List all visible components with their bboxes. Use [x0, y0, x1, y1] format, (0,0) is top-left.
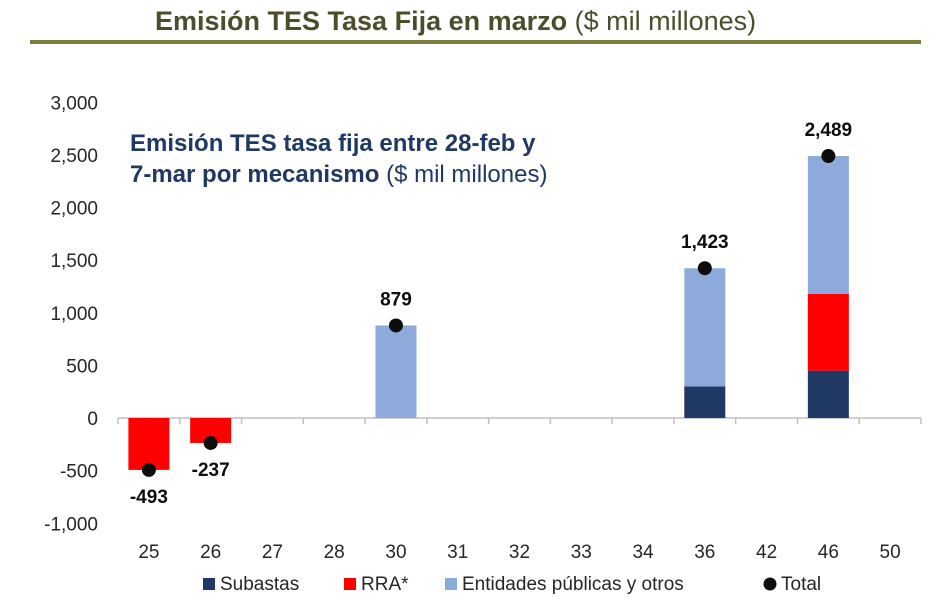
- page-title-unit: ($ mil millones): [574, 6, 757, 36]
- x-tick-label: 34: [632, 542, 654, 563]
- legend-swatch: [203, 578, 215, 590]
- y-tick-label: -500: [60, 462, 98, 483]
- legend-label: RRA*: [361, 574, 409, 595]
- x-tick-label: 27: [262, 542, 283, 563]
- bar-segment: [128, 418, 170, 470]
- total-data-label: 2,489: [805, 120, 853, 141]
- total-data-label: 879: [380, 289, 412, 310]
- legend-swatch: [344, 578, 356, 590]
- x-tick-label: 33: [571, 542, 592, 563]
- bar-segment: [807, 370, 849, 418]
- x-tick-label: 50: [880, 542, 901, 563]
- total-marker: [697, 261, 712, 276]
- chart-title: Emisión TES tasa fija entre 28-feb y 7-m…: [130, 128, 547, 190]
- bar-segment: [807, 293, 849, 371]
- bar-segment: [807, 156, 849, 294]
- legend-marker: [763, 577, 777, 591]
- x-tick-label: 25: [138, 542, 159, 563]
- x-tick-label: 42: [756, 542, 777, 563]
- chart-title-line1-text: Emisión TES tasa fija entre 28-feb y: [130, 130, 536, 157]
- bar-segment: [375, 325, 417, 418]
- total-data-label: 1,423: [681, 232, 729, 253]
- chart-title-line2-text: 7-mar por mecanismo: [130, 161, 380, 188]
- legend-label: Subastas: [220, 574, 299, 595]
- total-data-label: -237: [192, 460, 230, 481]
- page-title: Emisión TES Tasa Fija en marzo ($ mil mi…: [155, 6, 756, 37]
- y-tick-label: 2,500: [50, 146, 98, 167]
- x-tick-label: 31: [447, 542, 468, 563]
- y-tick-label: -1,000: [44, 514, 98, 535]
- total-data-label: -493: [130, 487, 168, 508]
- total-marker: [821, 149, 836, 164]
- bar-segment: [684, 268, 726, 387]
- y-tick-label: 500: [66, 356, 98, 377]
- x-tick-label: 30: [385, 542, 406, 563]
- y-tick-label: 1,500: [50, 251, 98, 272]
- legend-swatch: [445, 578, 457, 590]
- x-tick-label: 36: [694, 542, 715, 563]
- y-tick-label: 3,000: [50, 93, 98, 114]
- x-tick-label: 46: [818, 542, 839, 563]
- legend-label: Total: [781, 574, 821, 595]
- y-tick-label: 2,000: [50, 199, 98, 220]
- x-tick-label: 32: [509, 542, 530, 563]
- bar-segment: [684, 386, 726, 418]
- header: Emisión TES Tasa Fija en marzo ($ mil mi…: [0, 0, 950, 48]
- y-tick-label: 0: [87, 409, 98, 430]
- chart-title-unit: ($ mil millones): [386, 161, 548, 188]
- total-marker: [203, 435, 218, 450]
- legend-label: Entidades públicas y otros: [462, 574, 684, 595]
- x-tick-label: 28: [324, 542, 345, 563]
- chart-title-line1: Emisión TES tasa fija entre 28-feb y: [130, 128, 547, 159]
- header-rule: [30, 40, 921, 44]
- total-marker: [141, 462, 156, 477]
- y-tick-label: 1,000: [50, 304, 98, 325]
- total-marker: [388, 318, 403, 333]
- x-tick-label: 26: [200, 542, 221, 563]
- chart-title-line2: 7-mar por mecanismo ($ mil millones): [130, 159, 547, 190]
- page-title-main: Emisión TES Tasa Fija en marzo: [155, 6, 568, 36]
